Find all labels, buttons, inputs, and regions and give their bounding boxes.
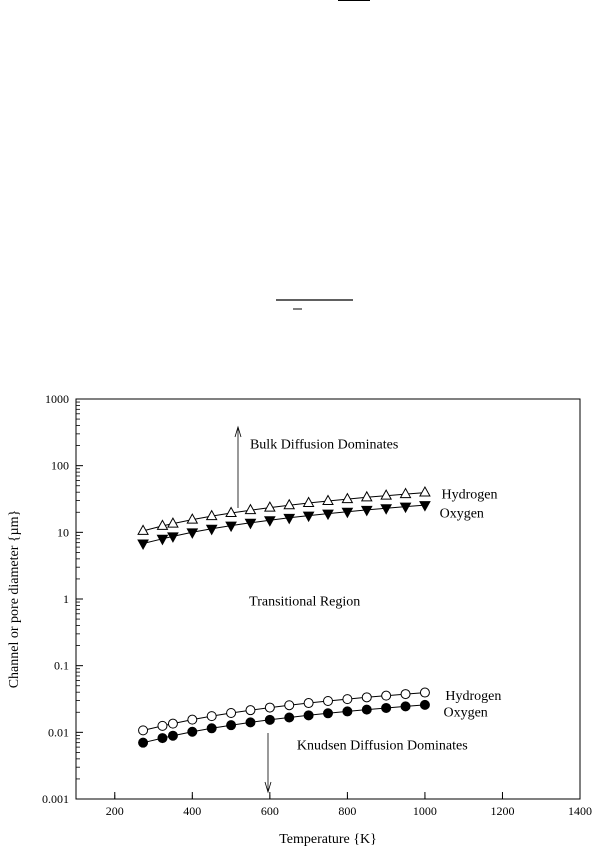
- marker-filled-triangle: [225, 521, 237, 533]
- marker-filled-circle: [245, 717, 256, 728]
- marker-open-triangle: [360, 490, 373, 502]
- marker-open-circle: [167, 718, 178, 729]
- marker-open-circle: [245, 705, 256, 716]
- series-lines: [142, 492, 425, 744]
- marker-open-circle: [419, 687, 430, 698]
- marker-open-circle: [381, 690, 392, 701]
- marker-open-triangle: [341, 492, 354, 504]
- marker-open-circle: [138, 725, 149, 736]
- marker-open-triangle: [156, 519, 169, 530]
- series-label: Hydrogen: [442, 487, 498, 502]
- marker-open-circle: [187, 714, 198, 725]
- marker-filled-circle: [157, 733, 168, 744]
- y-axis: 0.001 0.01 0.1 1 10 100 1000: [42, 392, 83, 806]
- marker-filled-triangle: [156, 534, 169, 546]
- x-tick-label: 1400: [568, 804, 592, 818]
- marker-filled-circle: [264, 714, 275, 725]
- marker-open-circle: [284, 700, 295, 711]
- marker-open-triangle: [419, 486, 431, 497]
- region-annotation: Transitional Region: [249, 594, 360, 609]
- marker-open-circle: [264, 702, 275, 713]
- marker-filled-circle: [206, 723, 217, 734]
- y-tick-label: 1000: [45, 392, 69, 406]
- series-line: [142, 692, 425, 731]
- marker-open-triangle: [380, 489, 393, 500]
- y-tick-label: 0.001: [42, 792, 69, 806]
- marker-filled-circle: [323, 708, 333, 719]
- marker-open-triangle: [205, 509, 218, 521]
- marker-filled-triangle: [263, 516, 276, 527]
- region-annotation: Bulk Diffusion Dominates: [250, 438, 398, 453]
- marker-filled-circle: [303, 710, 314, 721]
- series-line: [142, 492, 425, 532]
- marker-filled-circle: [187, 726, 198, 737]
- marker-open-triangle: [302, 496, 315, 508]
- marker-open-circle: [206, 711, 217, 722]
- marker-filled-triangle: [205, 524, 218, 536]
- marker-open-circle: [400, 689, 411, 700]
- marker-filled-triangle: [322, 509, 334, 521]
- marker-open-triangle: [167, 517, 179, 528]
- marker-open-triangle: [399, 487, 412, 499]
- marker-filled-triangle: [244, 518, 257, 530]
- marker-filled-triangle: [419, 501, 431, 512]
- marker-open-triangle: [186, 513, 199, 524]
- series-label: Oxygen: [443, 705, 487, 720]
- marker-open-triangle: [322, 494, 334, 506]
- marker-open-triangle: [283, 498, 296, 510]
- marker-open-circle: [361, 692, 372, 703]
- marker-open-circle: [303, 698, 314, 709]
- x-tick-label: 400: [183, 804, 201, 818]
- marker-filled-circle: [400, 701, 411, 712]
- region-annotation: Knudsen Diffusion Dominates: [297, 739, 468, 754]
- marker-filled-triangle: [380, 504, 393, 515]
- marker-open-circle: [157, 720, 168, 731]
- marker-filled-circle: [419, 699, 430, 710]
- y-tick-label: 100: [51, 459, 69, 473]
- annotations: Bulk Diffusion Dominates Transitional Reg…: [234, 425, 501, 794]
- marker-filled-triangle: [360, 505, 373, 517]
- y-tick-label: 1: [63, 592, 69, 606]
- marker-open-triangle: [137, 524, 149, 535]
- marker-open-triangle: [244, 503, 257, 515]
- marker-open-triangle: [263, 501, 276, 512]
- marker-filled-triangle: [137, 539, 149, 551]
- y-axis-label: Channel or pore diameter {µm}: [7, 510, 22, 689]
- series-line: [142, 704, 425, 744]
- marker-open-triangle: [225, 506, 237, 517]
- x-tick-label: 1200: [490, 804, 514, 818]
- series-label: Hydrogen: [445, 689, 501, 704]
- marker-open-circle: [342, 694, 353, 705]
- marker-filled-triangle: [341, 507, 354, 519]
- series-line: [142, 504, 425, 544]
- marker-filled-circle: [381, 702, 392, 713]
- marker-filled-circle: [167, 730, 178, 741]
- y-tick-label: 0.01: [48, 725, 69, 739]
- y-tick-label: 10: [57, 525, 69, 539]
- x-tick-label: 1000: [413, 804, 437, 818]
- bulk-arrow-head: [234, 425, 242, 438]
- marker-filled-triangle: [167, 532, 179, 543]
- marker-filled-triangle: [302, 511, 315, 523]
- marker-filled-circle: [361, 704, 372, 715]
- marker-filled-circle: [138, 737, 149, 748]
- marker-open-circle: [323, 696, 333, 707]
- y-tick-label: 0.1: [54, 659, 69, 673]
- marker-filled-triangle: [186, 528, 199, 539]
- marker-filled-triangle: [283, 513, 296, 525]
- x-tick-label: 200: [106, 804, 124, 818]
- knudsen-arrow-head: [264, 781, 272, 794]
- marker-filled-circle: [284, 712, 295, 723]
- x-tick-label: 600: [261, 804, 279, 818]
- data-markers: [137, 486, 431, 748]
- marker-filled-triangle: [399, 502, 412, 514]
- x-axis-label: Temperature {K}: [279, 832, 377, 847]
- marker-open-circle: [226, 707, 237, 718]
- x-tick-label: 800: [338, 804, 356, 818]
- marker-filled-circle: [342, 706, 353, 717]
- series-label: Oxygen: [440, 507, 484, 522]
- x-axis: 200 400 600 800 1000 1200 1400: [106, 792, 592, 818]
- marker-filled-circle: [226, 720, 237, 731]
